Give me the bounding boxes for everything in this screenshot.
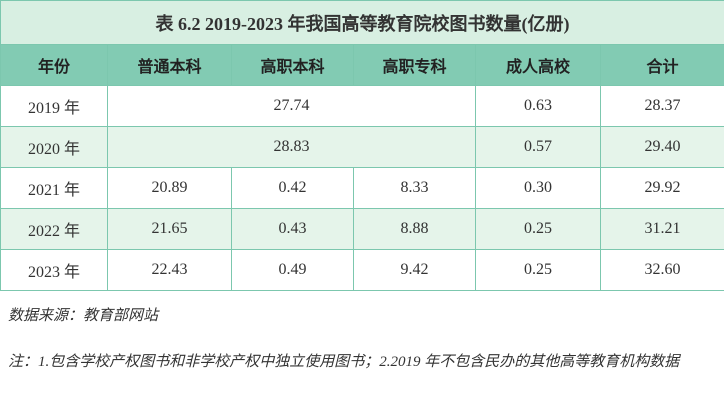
table-cell: 28.37 — [599, 85, 724, 127]
header-cell: 合计 — [599, 44, 724, 86]
table-cell: 0.63 — [475, 85, 601, 127]
table-cell: 0.25 — [475, 208, 601, 250]
header-row: 年份 普通本科 高职本科 高职专科 成人高校 合计 — [0, 44, 724, 86]
table-cell: 0.25 — [475, 249, 601, 291]
table-cell: 27.74 — [107, 85, 476, 127]
table-cell: 2020 年 — [0, 126, 108, 168]
table-cell: 29.92 — [599, 167, 724, 209]
header-cell: 成人高校 — [475, 44, 601, 86]
table-cell: 8.33 — [353, 167, 476, 209]
table-row: 2021 年 20.89 0.42 8.33 0.30 29.92 — [0, 167, 724, 209]
table-cell: 0.43 — [231, 208, 354, 250]
table-row: 2019 年 27.74 0.63 28.37 — [0, 85, 724, 127]
data-table: 表 6.2 2019-2023 年我国高等教育院校图书数量(亿册) 年份 普通本科… — [0, 0, 724, 291]
table-body: 2019 年 27.74 0.63 28.37 2020 年 28.83 0.57 29.40… — [0, 85, 724, 291]
table-cell: 22.43 — [107, 249, 232, 291]
table-cell: 2021 年 — [0, 167, 108, 209]
table-row: 2022 年 21.65 0.43 8.88 0.25 31.21 — [0, 208, 724, 250]
table-cell: 29.40 — [599, 126, 724, 168]
header-cell: 普通本科 — [107, 44, 232, 86]
table-cell: 2019 年 — [0, 85, 108, 127]
table-cell: 21.65 — [107, 208, 232, 250]
table-cell: 28.83 — [107, 126, 476, 168]
header-cell: 年份 — [0, 44, 108, 86]
table-cell: 8.88 — [353, 208, 476, 250]
table-cell: 0.30 — [475, 167, 601, 209]
table-cell: 0.42 — [231, 167, 354, 209]
header-cell: 高职专科 — [353, 44, 476, 86]
table-cell: 31.21 — [599, 208, 724, 250]
table-row: 2023 年 22.43 0.49 9.42 0.25 32.60 — [0, 249, 724, 291]
table-cell: 0.49 — [231, 249, 354, 291]
header-cell: 高职本科 — [231, 44, 354, 86]
source: 数据来源：教育部网站 — [8, 308, 159, 324]
table-row: 2020 年 28.83 0.57 29.40 — [0, 126, 724, 168]
table-cell: 9.42 — [353, 249, 476, 291]
note: 注：1.包含学校产权图书和非学校产权中独立使用图书；2.2019 年不包含民办的… — [8, 354, 680, 370]
table-cell: 20.89 — [107, 167, 232, 209]
table-cell: 32.60 — [599, 249, 724, 291]
table-cell: 0.57 — [475, 126, 601, 168]
table-title: 表 6.2 2019-2023 年我国高等教育院校图书数量(亿册) — [0, 0, 724, 45]
table-cell: 2023 年 — [0, 249, 108, 291]
table-cell: 2022 年 — [0, 208, 108, 250]
